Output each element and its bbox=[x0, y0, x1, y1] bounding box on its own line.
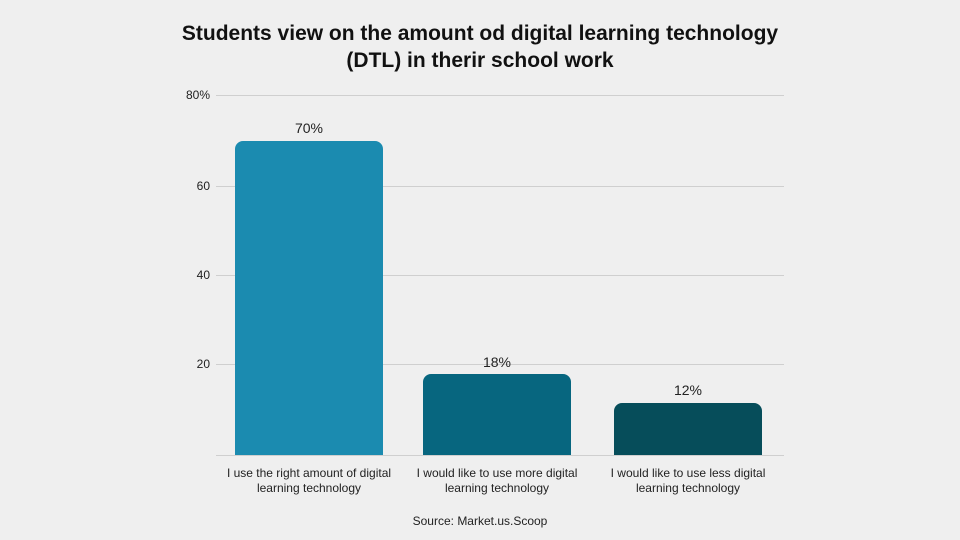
value-label-less: 12% bbox=[673, 382, 703, 398]
bar-more bbox=[423, 374, 571, 455]
x-label-line: learning technology bbox=[256, 481, 362, 495]
ytick-40: 40 bbox=[196, 268, 210, 282]
gridline-60 bbox=[216, 186, 784, 187]
source-note: Source: Market.us.Scoop bbox=[412, 514, 548, 528]
x-label-line: I use the right amount of digital bbox=[226, 466, 392, 480]
chart-title-line-1: Students view on the amount od digital l… bbox=[181, 22, 779, 45]
ytick-60: 60 bbox=[196, 179, 210, 193]
x-label-less: I would like to use less digital learnin… bbox=[588, 466, 788, 496]
x-label-more: I would like to use more digital learnin… bbox=[397, 466, 597, 496]
gridline-80 bbox=[216, 95, 784, 96]
gridline-40 bbox=[216, 275, 784, 276]
x-label-line: I would like to use less digital bbox=[610, 466, 766, 480]
chart-title-line-2: (DTL) in therir school work bbox=[346, 49, 614, 72]
x-label-line: I would like to use more digital bbox=[416, 466, 578, 480]
gridline-0 bbox=[216, 455, 784, 456]
x-label-line: learning technology bbox=[444, 481, 550, 495]
bar-less bbox=[614, 403, 762, 455]
gridline-20 bbox=[216, 364, 784, 365]
ytick-20: 20 bbox=[196, 357, 210, 371]
ytick-80: 80% bbox=[185, 88, 210, 102]
x-label-line: learning technology bbox=[635, 481, 741, 495]
value-label-more: 18% bbox=[482, 354, 512, 370]
chart-title: Students view on the amount od digital l… bbox=[0, 20, 960, 74]
x-label-right-amount: I use the right amount of digital learni… bbox=[209, 466, 409, 496]
value-label-right-amount: 70% bbox=[294, 120, 324, 136]
bar-right-amount bbox=[235, 141, 383, 455]
